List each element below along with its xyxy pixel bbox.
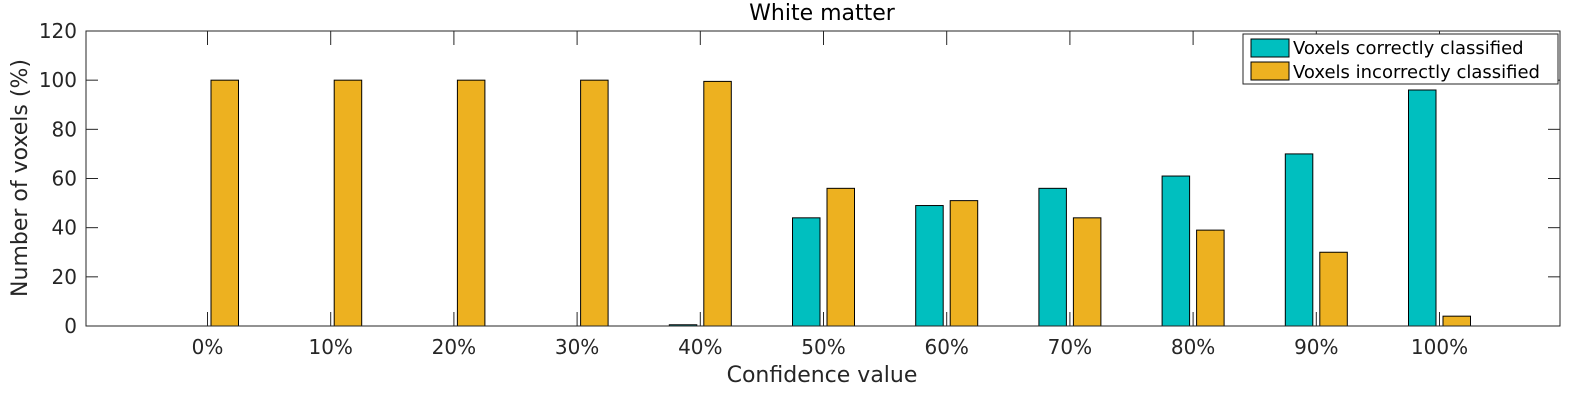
bar-incorrect <box>1442 315 1471 327</box>
x-tick-labels: 0% 10% 20% 30% 40% 50% 60% 70% 80% 90% 100% <box>192 335 1468 359</box>
y-tick-label: 80 <box>52 117 77 141</box>
y-tick-label: 100 <box>39 68 77 92</box>
legend-swatch-incorrect <box>1250 61 1290 81</box>
y-tick-label: 60 <box>52 167 77 191</box>
y-tick-labels: 0 20 40 60 80 100 120 <box>39 19 77 338</box>
x-tick-label: 10% <box>308 335 352 359</box>
plot-frame <box>85 30 1561 327</box>
bar-incorrect <box>1072 217 1102 327</box>
bar-correct <box>792 217 821 327</box>
x-tick-label: 50% <box>801 335 845 359</box>
x-tick-label: 20% <box>432 335 476 359</box>
x-tick-label: 40% <box>678 335 722 359</box>
bar-correct <box>1408 89 1437 327</box>
legend: Voxels correctly classified Voxels incor… <box>1242 33 1559 85</box>
x-tick-label: 0% <box>192 335 224 359</box>
bar-correct <box>1038 187 1067 327</box>
x-tick-label: 30% <box>555 335 599 359</box>
y-tick-label: 120 <box>39 19 77 43</box>
y-tick-label: 0 <box>64 314 77 338</box>
y-tick-label: 40 <box>52 216 77 240</box>
y-tick-label: 20 <box>52 265 77 289</box>
legend-swatch-correct <box>1250 38 1290 58</box>
bar-incorrect <box>456 79 486 327</box>
chart-title: White matter <box>749 1 896 26</box>
bar-incorrect <box>703 80 732 327</box>
bar-correct <box>1161 175 1191 327</box>
bar-correct <box>915 205 944 327</box>
legend-label-incorrect: Voxels incorrectly classified <box>1293 62 1540 83</box>
bar-incorrect <box>333 79 363 327</box>
x-tick-label: 80% <box>1171 335 1215 359</box>
bar-correct <box>1284 153 1314 327</box>
bar-incorrect <box>210 79 239 327</box>
x-tick-label: 70% <box>1048 335 1092 359</box>
x-tick-label: 100% <box>1411 335 1468 359</box>
x-tick-label: 90% <box>1294 335 1338 359</box>
bar-incorrect <box>949 200 979 327</box>
legend-box <box>1242 33 1559 85</box>
bar-incorrect <box>826 187 855 327</box>
bars <box>210 79 1471 327</box>
x-axis-label: Confidence value <box>727 363 918 388</box>
x-tick-label: 60% <box>924 335 968 359</box>
bar-incorrect <box>1196 229 1225 327</box>
bar-incorrect <box>1319 251 1348 327</box>
bar-incorrect <box>580 79 609 327</box>
legend-label-correct: Voxels correctly classified <box>1293 38 1524 59</box>
y-axis-label: Number of voxels (%) <box>8 59 33 297</box>
